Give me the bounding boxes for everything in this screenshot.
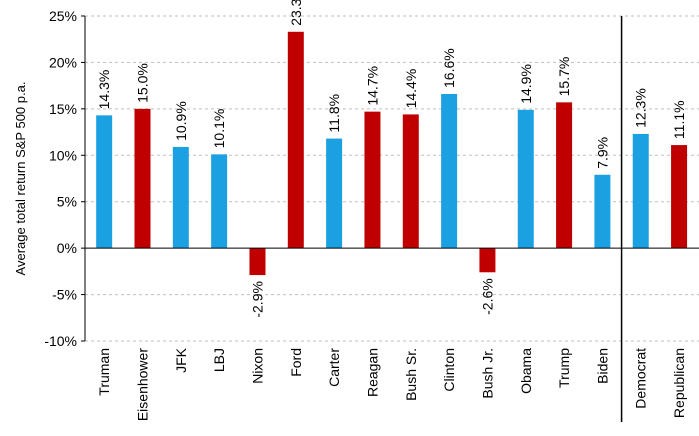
data-label: 10.9% xyxy=(173,101,189,141)
data-label: 14.3% xyxy=(96,70,112,110)
x-tick-label: LBJ xyxy=(211,348,227,372)
data-label: 11.8% xyxy=(326,94,342,133)
y-tick-label: 25% xyxy=(49,8,77,24)
bar xyxy=(556,102,573,249)
x-tick-label: Obama xyxy=(518,348,534,394)
y-tick-label: 5% xyxy=(57,194,77,210)
x-tick-label: Eisenhower xyxy=(134,348,150,421)
x-tick-label: Clinton xyxy=(441,348,457,392)
bar xyxy=(402,114,419,249)
bars: 14.3% 15.0% 10.9% 10.1% -2.9% 23.3% 11.8% 14.7%… xyxy=(96,0,688,318)
data-label: 10.1% xyxy=(211,109,227,149)
x-tick-label: Biden xyxy=(594,348,610,384)
bar xyxy=(671,145,688,249)
bar xyxy=(287,31,304,249)
data-label: 23.3% xyxy=(288,0,304,26)
y-tick-label: 15% xyxy=(49,101,77,117)
y-tick-label: 10% xyxy=(49,147,77,163)
y-axis-label: Average total return S&P 500 p.a. xyxy=(13,82,28,276)
bar xyxy=(96,115,113,249)
data-label: 12.3% xyxy=(633,88,649,128)
x-tick-label: Ford xyxy=(288,348,304,377)
bar xyxy=(441,94,458,249)
bar xyxy=(249,248,266,276)
x-tick-label: Reagan xyxy=(364,348,380,397)
bar xyxy=(479,248,496,273)
y-tick-label: 20% xyxy=(49,54,77,70)
bar xyxy=(517,109,534,249)
x-tick-label: Nixon xyxy=(249,348,265,384)
bar xyxy=(632,133,649,249)
bar xyxy=(134,108,151,249)
bar xyxy=(211,154,228,249)
y-axis: 25% 20% 15% 10% 5% 0% -5% -10% xyxy=(44,8,86,349)
bar xyxy=(594,174,611,249)
y-tick-label: 0% xyxy=(57,240,77,256)
data-label: 14.7% xyxy=(364,66,380,106)
y-tick-label: -5% xyxy=(52,287,77,303)
data-label: -2.9% xyxy=(249,281,265,318)
x-tick-label: Bush Sr. xyxy=(403,348,419,401)
data-label: 14.9% xyxy=(518,64,534,104)
y-tick-label: -10% xyxy=(44,333,77,349)
x-tick-label: Republican xyxy=(671,348,687,418)
data-label: 14.4% xyxy=(403,69,419,109)
y-tick-labels: 25% 20% 15% 10% 5% 0% -5% -10% xyxy=(44,8,85,349)
data-label: 15.0% xyxy=(134,63,150,103)
bar xyxy=(364,111,381,249)
data-label: 7.9% xyxy=(594,137,610,169)
x-tick-label: JFK xyxy=(173,347,189,373)
x-tick-label: Bush Jr. xyxy=(479,348,495,399)
bar xyxy=(172,146,189,249)
data-label: 15.7% xyxy=(556,57,572,97)
x-tick-label: Truman xyxy=(96,348,112,396)
x-tick-label: Democrat xyxy=(633,348,649,409)
x-tick-labels: Truman Eisenhower JFK LBJ Nixon Ford Carter Rea… xyxy=(96,347,687,421)
data-label: -2.6% xyxy=(479,278,495,315)
x-tick-label: Carter xyxy=(326,348,342,387)
bar xyxy=(326,138,343,249)
x-tick-label: Trump xyxy=(556,348,572,388)
data-label: 16.6% xyxy=(441,48,457,88)
data-label: 11.1% xyxy=(671,100,687,139)
